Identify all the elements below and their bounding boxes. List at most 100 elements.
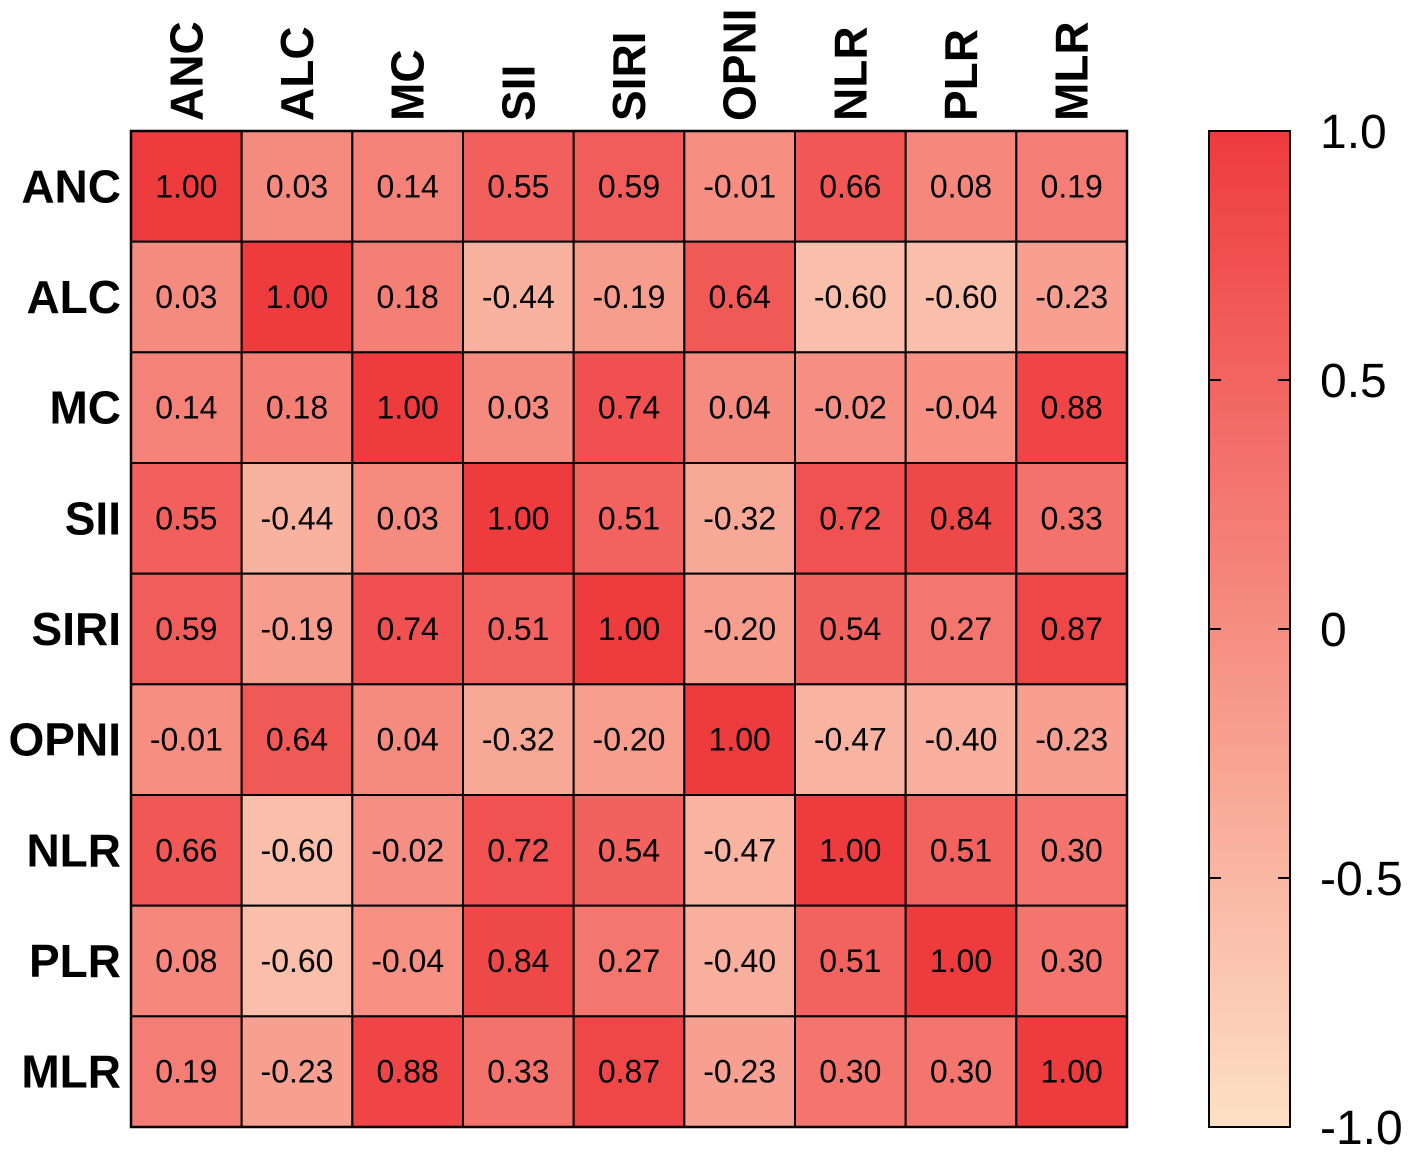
cell-value-opni-anc: -0.01 bbox=[150, 722, 223, 758]
cell-value-mc-mc: 1.00 bbox=[377, 390, 439, 426]
cell-value-mc-anc: 0.14 bbox=[155, 390, 217, 426]
cell-value-opni-mc: 0.04 bbox=[377, 722, 439, 758]
cell-value-mc-mlr: 0.88 bbox=[1041, 390, 1103, 426]
cell-value-anc-nlr: 0.66 bbox=[819, 168, 881, 204]
heatmap-cell-opni-opni bbox=[683, 683, 796, 796]
heatmap-cell-anc-anc bbox=[130, 130, 243, 243]
heatmap-cell-sii-sii bbox=[462, 462, 575, 575]
cell-value-siri-siri: 1.00 bbox=[598, 611, 660, 647]
heatmap-cell-sii-mlr bbox=[1015, 462, 1128, 575]
cell-value-anc-mlr: 0.19 bbox=[1041, 168, 1103, 204]
cell-value-mlr-opni: -0.23 bbox=[703, 1054, 776, 1090]
colorbar-tick-label: 1.0 bbox=[1320, 106, 1387, 159]
heatmap-cell-mlr-mlr bbox=[1015, 1015, 1128, 1128]
cell-value-sii-plr: 0.84 bbox=[930, 500, 992, 536]
heatmap-cell-anc-alc bbox=[240, 130, 354, 243]
cell-value-mlr-nlr: 0.30 bbox=[819, 1054, 881, 1090]
cell-value-mlr-plr: 0.30 bbox=[930, 1054, 992, 1090]
row-label-opni: OPNI bbox=[9, 714, 121, 766]
heatmap-cell-opni-plr bbox=[904, 683, 1018, 796]
cell-value-alc-siri: -0.19 bbox=[593, 279, 666, 315]
heatmap-cell-opni-mc bbox=[351, 683, 465, 796]
heatmap-cell-siri-nlr bbox=[794, 572, 907, 686]
heatmap-cell-mlr-nlr bbox=[794, 1015, 907, 1128]
cell-value-siri-alc: -0.19 bbox=[261, 611, 334, 647]
cell-value-plr-alc: -0.60 bbox=[261, 943, 334, 979]
cell-value-opni-mlr: -0.23 bbox=[1035, 722, 1108, 758]
cell-value-nlr-mc: -0.02 bbox=[371, 832, 444, 868]
cell-value-mc-siri: 0.74 bbox=[598, 390, 660, 426]
heatmap-cell-plr-nlr bbox=[794, 904, 907, 1018]
cell-value-sii-nlr: 0.72 bbox=[819, 500, 881, 536]
heatmap-cell-mlr-siri bbox=[572, 1015, 686, 1128]
column-label-siri: SIRI bbox=[603, 32, 655, 121]
heatmap-cell-plr-siri bbox=[572, 904, 686, 1018]
cell-value-alc-mc: 0.18 bbox=[377, 279, 439, 315]
heatmap-cell-alc-mlr bbox=[1015, 240, 1128, 354]
cell-value-plr-sii: 0.84 bbox=[487, 943, 549, 979]
heatmap-cell-mc-mlr bbox=[1015, 351, 1128, 465]
cell-value-mc-alc: 0.18 bbox=[266, 390, 328, 426]
cell-value-siri-mlr: 0.87 bbox=[1041, 611, 1103, 647]
cell-value-mc-nlr: -0.02 bbox=[814, 390, 887, 426]
cell-value-mlr-mlr: 1.00 bbox=[1041, 1054, 1103, 1090]
row-label-siri: SIRI bbox=[32, 603, 121, 655]
heatmap-cell-opni-sii bbox=[462, 683, 575, 796]
cell-value-alc-sii: -0.44 bbox=[482, 279, 555, 315]
cell-value-siri-opni: -0.20 bbox=[703, 611, 776, 647]
heatmap-cell-anc-plr bbox=[904, 130, 1018, 243]
cell-value-mlr-mc: 0.88 bbox=[377, 1054, 439, 1090]
colorbar-gradient bbox=[1208, 130, 1291, 1128]
cell-value-alc-opni: 0.64 bbox=[709, 279, 771, 315]
column-label-alc: ALC bbox=[271, 26, 323, 121]
row-label-anc: ANC bbox=[21, 160, 121, 212]
heatmap-cell-values: 1.00 0.03 0.14 0.55 0.59 -0.01 0.66 0.08 0.19 0.0… bbox=[150, 168, 1108, 1089]
column-label-opni: OPNI bbox=[714, 9, 766, 121]
cell-value-opni-siri: -0.20 bbox=[593, 722, 666, 758]
colorbar-tick-label: -0.5 bbox=[1320, 853, 1403, 906]
heatmap-cell-alc-nlr bbox=[794, 240, 907, 354]
cell-value-alc-alc: 1.00 bbox=[266, 279, 328, 315]
heatmap-cell-alc-mc bbox=[351, 240, 465, 354]
cell-value-siri-sii: 0.51 bbox=[487, 611, 549, 647]
cell-value-mlr-sii: 0.33 bbox=[487, 1054, 549, 1090]
colorbar-tick-label: 0.5 bbox=[1320, 355, 1387, 408]
row-label-sii: SII bbox=[65, 492, 121, 544]
cell-value-opni-opni: 1.00 bbox=[709, 722, 771, 758]
cell-value-sii-sii: 1.00 bbox=[487, 500, 549, 536]
cell-value-anc-alc: 0.03 bbox=[266, 168, 328, 204]
cell-value-opni-nlr: -0.47 bbox=[814, 722, 887, 758]
heatmap-cell-mc-anc bbox=[130, 351, 243, 465]
heatmap-cell-opni-siri bbox=[572, 683, 686, 796]
heatmap-cell-mc-alc bbox=[240, 351, 354, 465]
heatmap-cell-nlr-siri bbox=[572, 794, 686, 907]
row-label-nlr: NLR bbox=[26, 824, 121, 876]
cell-value-sii-alc: -0.44 bbox=[261, 500, 334, 536]
cell-value-nlr-nlr: 1.00 bbox=[819, 832, 881, 868]
heatmap-cell-alc-anc bbox=[130, 240, 243, 354]
cell-value-anc-opni: -0.01 bbox=[703, 168, 776, 204]
cell-value-sii-mc: 0.03 bbox=[377, 500, 439, 536]
cell-value-sii-mlr: 0.33 bbox=[1041, 500, 1103, 536]
heatmap-cell-nlr-alc bbox=[240, 794, 354, 907]
heatmap-cell-nlr-nlr bbox=[794, 794, 907, 907]
cell-value-mc-plr: -0.04 bbox=[925, 390, 998, 426]
heatmap-cell-plr-sii bbox=[462, 904, 575, 1018]
cell-value-nlr-opni: -0.47 bbox=[703, 832, 776, 868]
cell-value-siri-plr: 0.27 bbox=[930, 611, 992, 647]
heatmap-cell-siri-anc bbox=[130, 572, 243, 686]
cell-value-plr-plr: 1.00 bbox=[930, 943, 992, 979]
column-labels: ANC ALC MC SII SIRI OPNI NLR PLR MLR bbox=[160, 9, 1097, 121]
column-label-mlr: MLR bbox=[1046, 21, 1098, 121]
heatmap-cell-mlr-alc bbox=[240, 1015, 354, 1128]
heatmap-cell-opni-mlr bbox=[1015, 683, 1128, 796]
heatmap-cell-sii-alc bbox=[240, 462, 354, 575]
heatmap-cell-plr-opni bbox=[683, 904, 796, 1018]
colorbar-tick-label: 0 bbox=[1320, 604, 1347, 657]
cell-value-plr-nlr: 0.51 bbox=[819, 943, 881, 979]
column-label-nlr: NLR bbox=[824, 26, 876, 121]
cell-value-plr-siri: 0.27 bbox=[598, 943, 660, 979]
heatmap-cell-nlr-anc bbox=[130, 794, 243, 907]
cell-value-nlr-siri: 0.54 bbox=[598, 832, 660, 868]
